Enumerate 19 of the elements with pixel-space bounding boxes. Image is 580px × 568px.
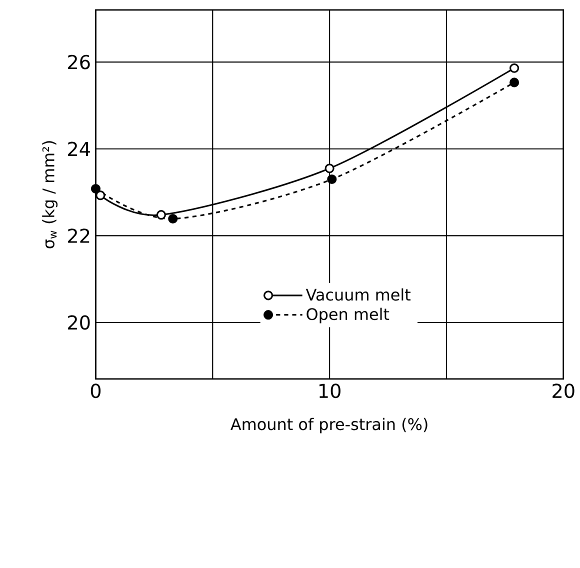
- point: [156, 210, 166, 220]
- point: [510, 63, 520, 73]
- point: [96, 190, 106, 200]
- x-tick-label: 0: [90, 383, 101, 398]
- point: [324, 163, 334, 173]
- point: [510, 77, 520, 88]
- point: [168, 214, 178, 224]
- y-axis-title: σ$_{w}$ (kg / mm²): [42, 140, 58, 248]
- y-tick-label: 24: [68, 142, 90, 156]
- y-tick-label: 26: [68, 54, 90, 70]
- x-axis-title: Amount of pre-strain (%): [230, 418, 428, 434]
- y-tick-label: 22: [68, 228, 90, 243]
- x-tick-label: 10: [319, 383, 340, 398]
- y-tick-label: 20: [68, 315, 90, 330]
- x-tick-label: 20: [552, 383, 574, 398]
- legend-label: Open melt: [306, 308, 390, 324]
- point: [90, 184, 101, 194]
- legend-label: Vacuum melt: [306, 288, 411, 301]
- point: [327, 174, 337, 184]
